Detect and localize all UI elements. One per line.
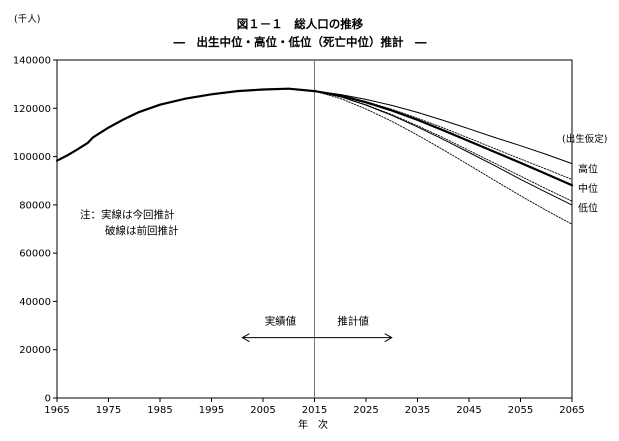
x-tick-label: 2055 [508, 405, 533, 416]
note-dashed-line: 破線は前回推計 [105, 224, 179, 237]
x-tick-label: 2065 [559, 405, 584, 416]
y-tick-label: 120000 [13, 104, 51, 115]
y-tick-label: 60000 [19, 249, 51, 260]
legend-label: 中位 [578, 182, 598, 195]
series-line-1 [313, 89, 574, 187]
y-tick-label: 20000 [19, 345, 51, 356]
x-axis-label: 年 次 [298, 418, 328, 431]
chart-subtitle: ― 出生中位・高位・低位（死亡中位）推計 ― [174, 35, 427, 49]
annotation-projected-values: 推計値 [337, 315, 369, 328]
series-line-6 [314, 90, 573, 225]
series-line-5 [314, 90, 573, 202]
y-tick-label: 100000 [13, 152, 51, 163]
y-tick-label: 40000 [19, 297, 51, 308]
x-axis-ticks: 1965 1975 1985 1995 2005 2015 2025 2035 2045 2055… [44, 398, 585, 416]
chart-title: 図１－１ 総人口の推移 [237, 17, 364, 31]
actual-vs-projection-arrow [241, 333, 393, 343]
x-tick-label: 2005 [250, 405, 275, 416]
x-tick-label: 2045 [456, 405, 481, 416]
series-lines [55, 60, 574, 398]
x-tick-label: 1985 [147, 405, 172, 416]
series-line-4 [314, 90, 573, 180]
y-axis-unit-label: (千人) [14, 14, 40, 25]
note-solid-line: 注：実線は今回推計 [80, 208, 175, 221]
y-tick-label: 0 [45, 394, 51, 405]
legend-heading: (出生仮定) [562, 133, 607, 145]
x-tick-label: 2015 [302, 405, 327, 416]
legend-label: 低位 [578, 201, 598, 214]
series-line-0 [55, 87, 316, 162]
arrow-head-left [241, 333, 250, 343]
x-tick-label: 1995 [199, 405, 224, 416]
x-tick-label: 1965 [44, 405, 69, 416]
arrow-head-right [384, 333, 393, 343]
y-tick-label: 140000 [13, 56, 51, 67]
x-tick-label: 2025 [353, 405, 378, 416]
legend-label: 高位 [578, 163, 598, 176]
x-tick-label: 2035 [405, 405, 430, 416]
series-line-3 [314, 90, 573, 206]
x-tick-label: 1975 [96, 405, 121, 416]
y-axis-ticks: 0 20000 40000 60000 80000 100000 120000 140000 [13, 56, 57, 405]
annotation-actual-values: 実績値 [265, 315, 297, 328]
y-tick-label: 80000 [19, 200, 51, 211]
series-line-2 [314, 90, 573, 165]
